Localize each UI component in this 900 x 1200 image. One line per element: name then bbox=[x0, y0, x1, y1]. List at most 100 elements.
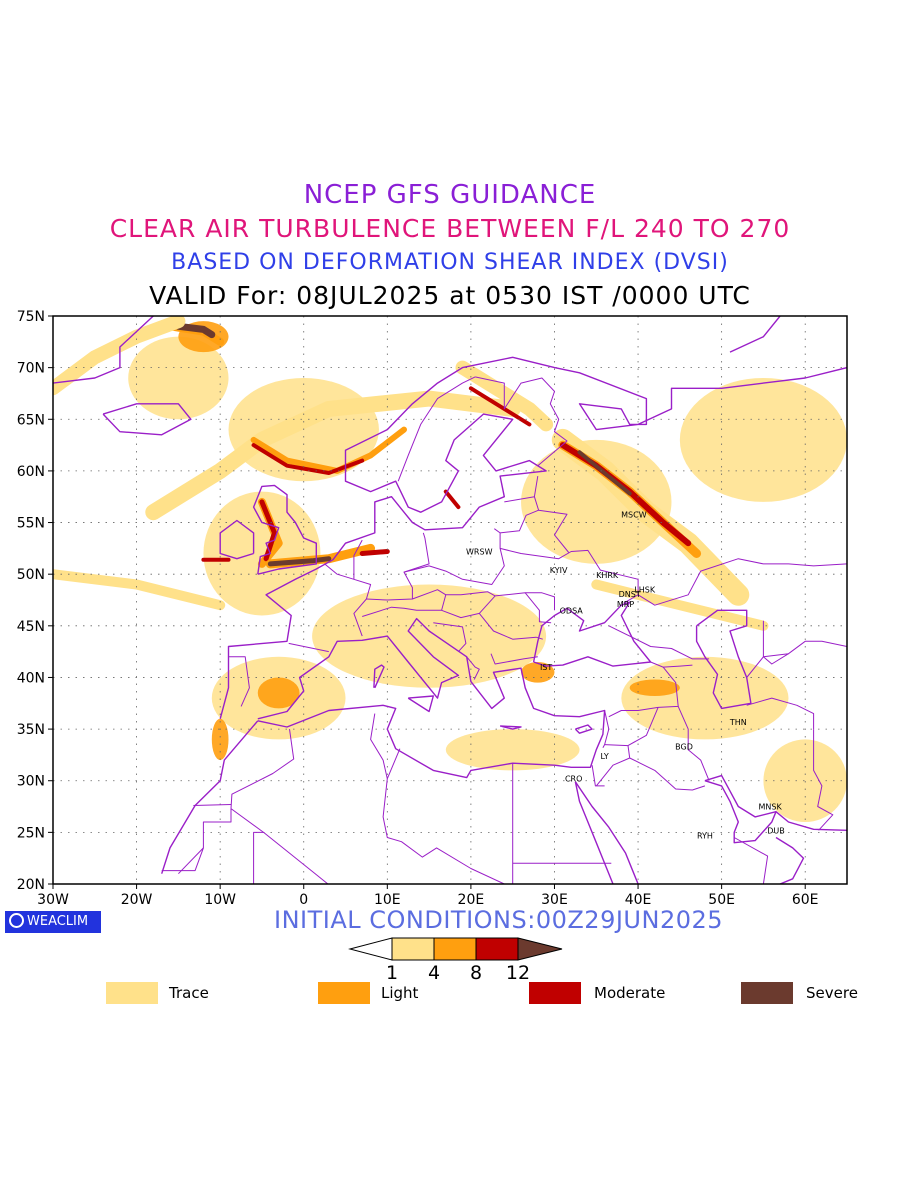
coastline bbox=[161, 720, 259, 874]
station-cro: CRO bbox=[565, 775, 582, 784]
country-border bbox=[813, 729, 834, 831]
legend-swatch-trace bbox=[106, 982, 158, 1004]
x-tick-label: 0 bbox=[299, 892, 308, 908]
legend-label-severe: Severe bbox=[806, 984, 858, 1002]
title-line-2: CLEAR AIR TURBULENCE BETWEEN F/L 240 TO … bbox=[109, 214, 791, 243]
coastline bbox=[219, 519, 255, 560]
x-tick-label: 10E bbox=[374, 892, 401, 908]
country-border bbox=[650, 661, 693, 668]
colorbar-label-4: 4 bbox=[427, 962, 441, 984]
country-border bbox=[499, 547, 639, 604]
country-border bbox=[525, 592, 555, 611]
turbulence-band-severe bbox=[267, 556, 332, 567]
country-border bbox=[178, 847, 204, 875]
title-line-1: NCEP GFS GUIDANCE bbox=[303, 180, 597, 210]
coastline bbox=[704, 780, 847, 844]
country-border bbox=[433, 622, 467, 652]
weaclim-badge: WEACLIM bbox=[5, 911, 101, 933]
country-border bbox=[591, 765, 605, 787]
country-border bbox=[602, 710, 610, 748]
coastline bbox=[532, 601, 652, 667]
station-lhsk: LHSK bbox=[634, 586, 656, 595]
colorbar-over-arrow bbox=[517, 937, 563, 961]
initial-conditions: INITIAL CONDITIONS:00Z29JUN2025 bbox=[274, 906, 724, 934]
colorbar bbox=[348, 937, 563, 961]
x-tick-label: 40E bbox=[625, 892, 652, 908]
coastline bbox=[574, 724, 593, 734]
coastline bbox=[729, 316, 784, 353]
turbulence-band-trace bbox=[53, 569, 226, 611]
colorbar-label-1: 1 bbox=[385, 962, 399, 984]
station-dnst: DNST bbox=[619, 590, 641, 599]
country-border bbox=[353, 539, 363, 580]
station-odsa: ODSA bbox=[560, 606, 584, 615]
coastline bbox=[429, 275, 538, 301]
station-thn: THN bbox=[729, 718, 747, 727]
station-mscw: MSCW bbox=[621, 510, 647, 519]
y-tick-label: 65N bbox=[17, 412, 45, 428]
country-border bbox=[253, 831, 264, 884]
country-border bbox=[595, 745, 631, 787]
legend-swatch-moderate bbox=[529, 982, 581, 1004]
x-tick-label: 30W bbox=[37, 892, 69, 908]
country-border bbox=[762, 620, 789, 665]
station-mnsk: MNSK bbox=[758, 803, 782, 812]
country-border bbox=[362, 589, 447, 617]
country-border bbox=[746, 640, 847, 678]
colorbar-segment-light bbox=[433, 937, 477, 961]
colorbar-segment-trace bbox=[391, 937, 435, 961]
coastline bbox=[574, 781, 614, 884]
y-tick-label: 55N bbox=[17, 516, 45, 532]
country-border bbox=[370, 713, 388, 779]
turbulence-band-trace bbox=[145, 390, 521, 521]
x-tick-label: 10W bbox=[204, 892, 236, 908]
coastline bbox=[373, 664, 385, 689]
turbulence-zone-light bbox=[257, 677, 300, 709]
turbulence-zone-trace bbox=[312, 584, 547, 688]
turbulence-band-moderate bbox=[359, 549, 390, 556]
country-border bbox=[677, 706, 710, 781]
country-border bbox=[490, 653, 538, 665]
y-tick-label: 20N bbox=[17, 877, 45, 893]
x-tick-label: 20W bbox=[121, 892, 153, 908]
country-border bbox=[538, 509, 570, 553]
coastline bbox=[407, 695, 434, 713]
legend-swatch-light bbox=[318, 982, 370, 1004]
turbulence-band-severe bbox=[174, 322, 216, 339]
country-border bbox=[733, 837, 769, 884]
coastline bbox=[574, 781, 639, 884]
station-khrk: KHRK bbox=[596, 571, 619, 580]
coastline bbox=[499, 725, 522, 730]
x-tick-label: 50E bbox=[708, 892, 735, 908]
legend-swatch-severe bbox=[741, 982, 793, 1004]
x-tick-label: 60E bbox=[792, 892, 819, 908]
colorbar-under-arrow bbox=[348, 937, 393, 961]
turbulence-band-moderate bbox=[468, 386, 532, 427]
coastline bbox=[695, 609, 752, 710]
turbulence-zone-trace bbox=[445, 729, 580, 771]
country-border bbox=[161, 808, 232, 872]
y-tick-label: 75N bbox=[17, 309, 45, 325]
coastline bbox=[219, 356, 847, 719]
y-tick-label: 50N bbox=[17, 567, 45, 583]
station-ryh: RYH bbox=[697, 831, 713, 840]
y-tick-label: 40N bbox=[17, 670, 45, 686]
y-tick-label: 35N bbox=[17, 722, 45, 738]
country-border bbox=[495, 592, 552, 624]
colorbar-segment-moderate bbox=[475, 937, 519, 961]
turbulence-zone-trace bbox=[621, 656, 789, 740]
station-mrp: MRP bbox=[617, 600, 634, 609]
country-border bbox=[193, 804, 232, 806]
station-dub: DUB bbox=[767, 826, 785, 835]
country-border bbox=[474, 376, 568, 467]
station-kyiv: KYIV bbox=[550, 566, 568, 575]
y-tick-label: 25N bbox=[17, 825, 45, 841]
turbulence-zone-light bbox=[629, 679, 680, 697]
legend-label-light: Light bbox=[381, 984, 419, 1002]
weaclim-label: WEACLIM bbox=[27, 914, 89, 929]
country-border bbox=[382, 748, 505, 884]
coastline bbox=[775, 836, 805, 884]
valid-time: VALID For: 08JUL2025 at 0530 IST /0000 U… bbox=[149, 281, 751, 310]
turbulence-zone-trace bbox=[203, 491, 321, 616]
